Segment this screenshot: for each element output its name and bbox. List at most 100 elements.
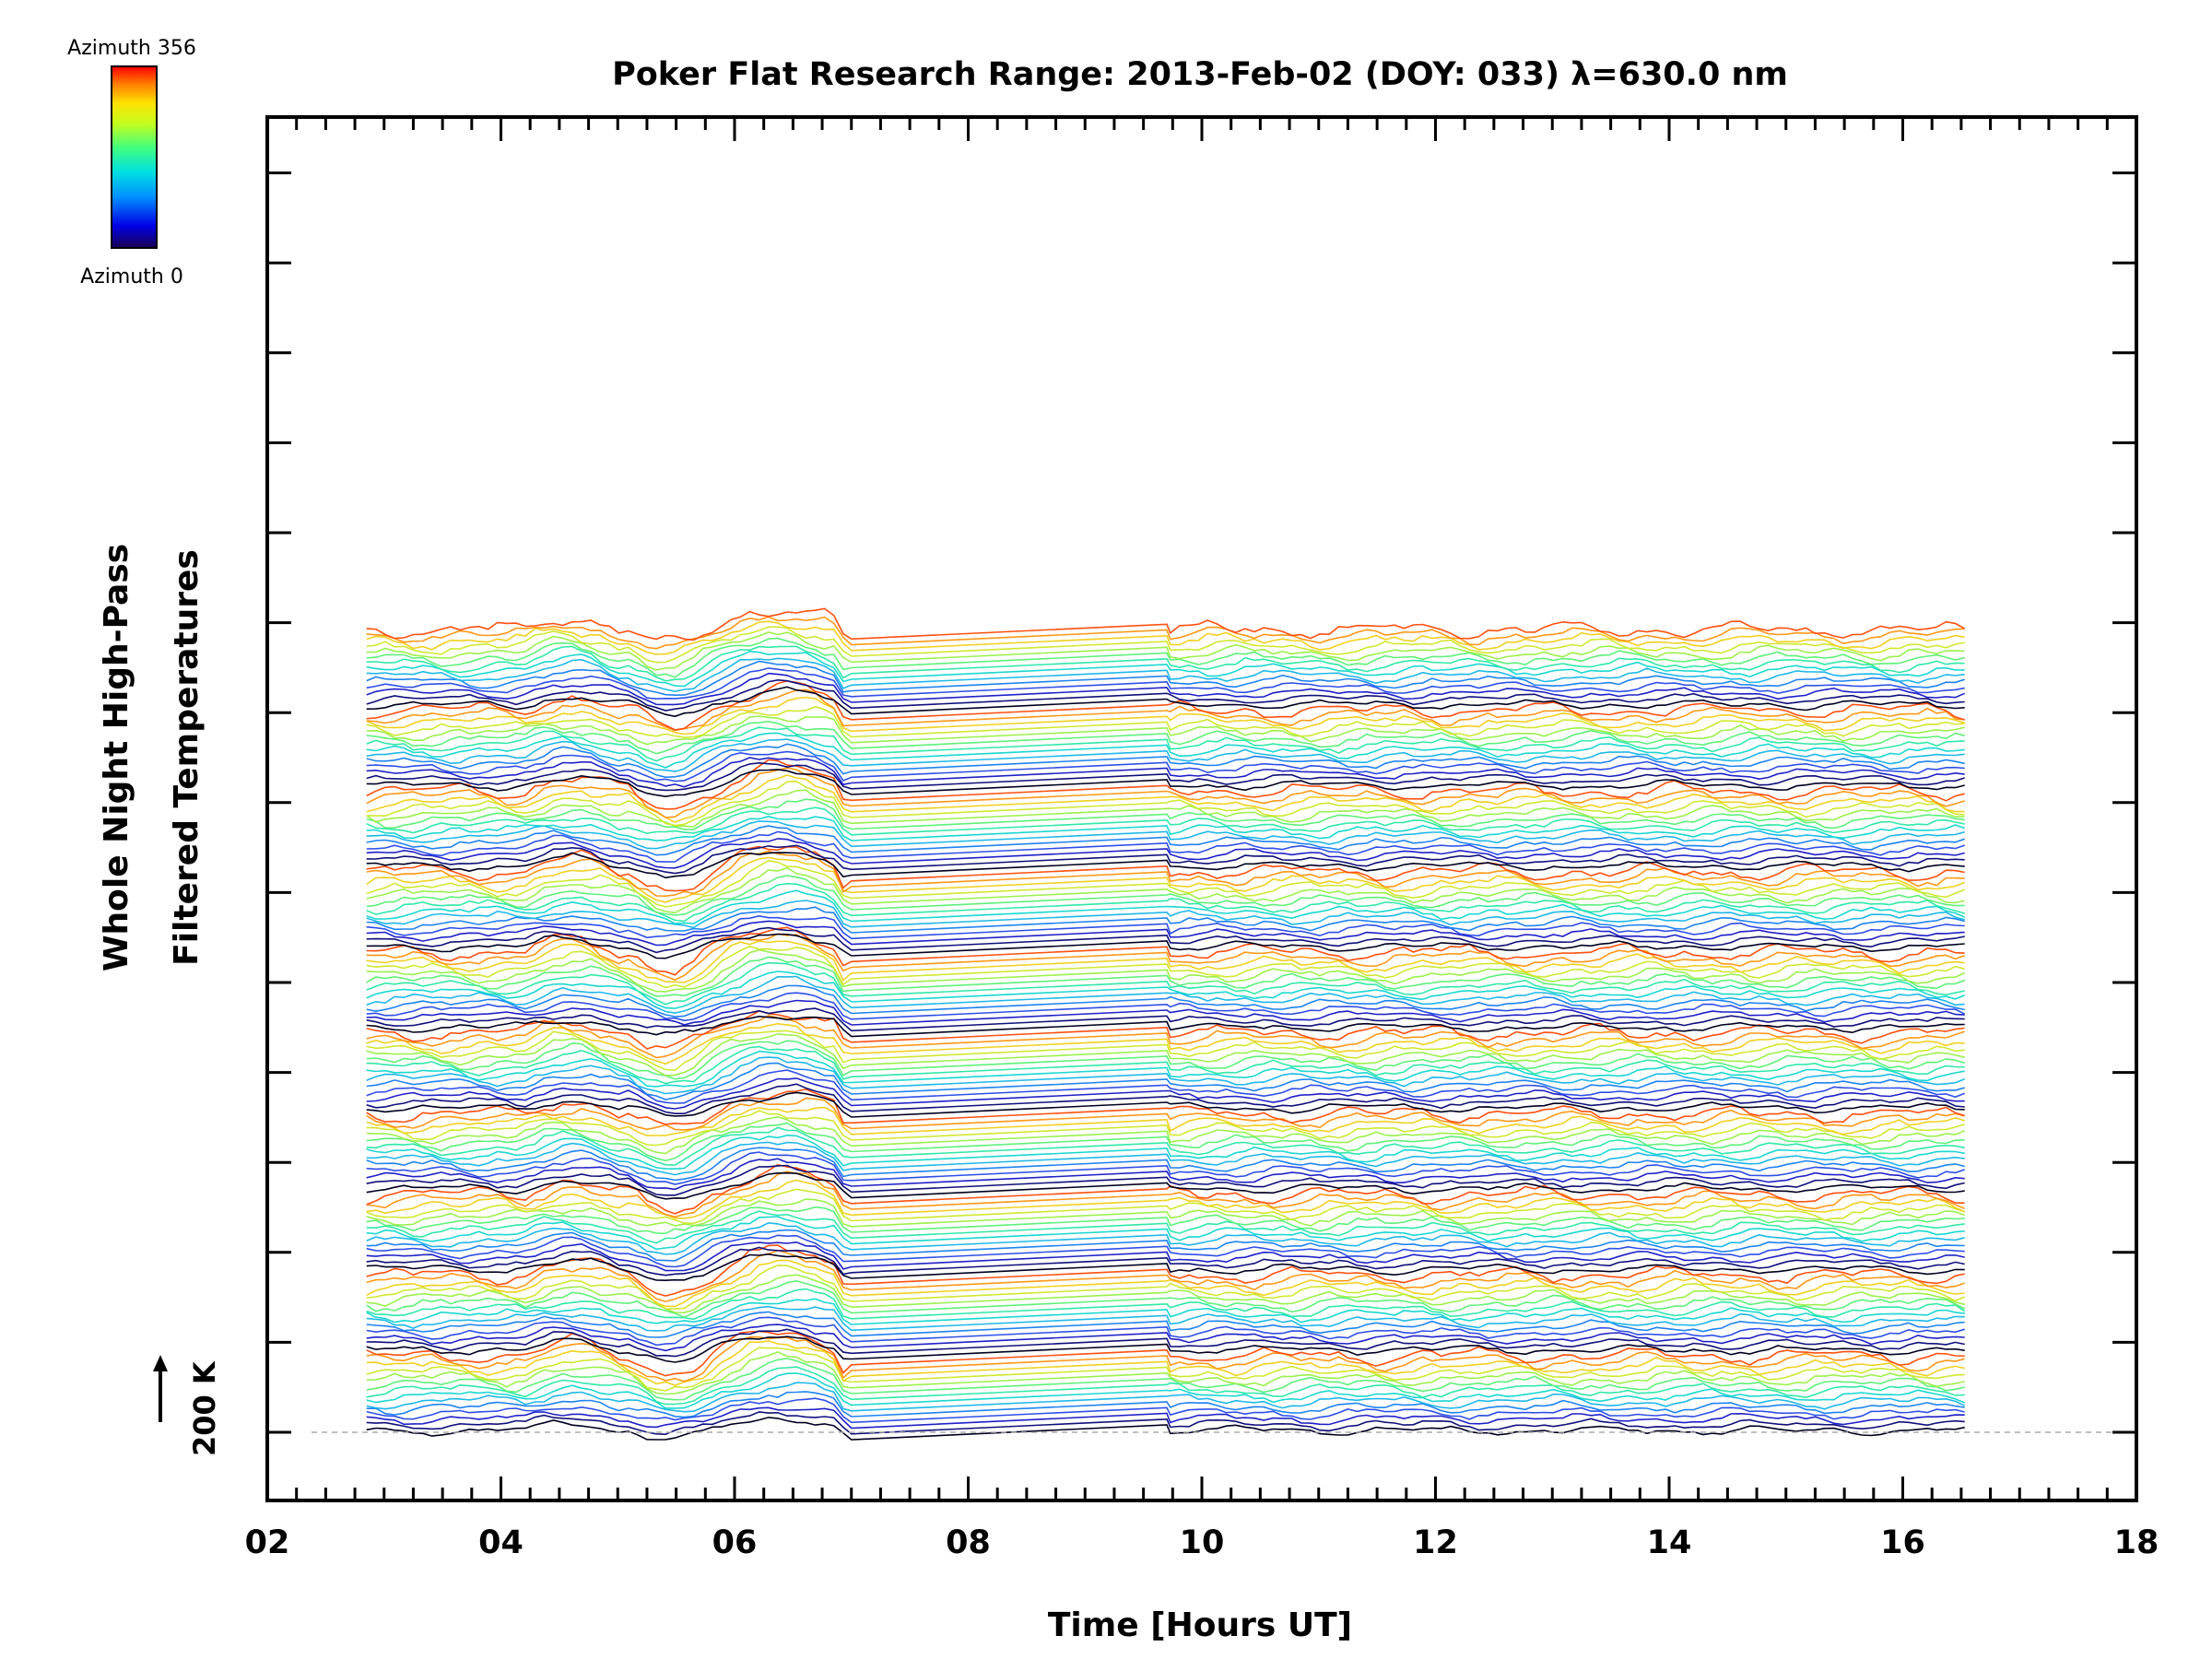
series-line [366,680,1965,731]
series-line [366,1372,1965,1409]
series-line [366,1411,1965,1436]
series-line [366,672,1966,706]
series-line [366,1351,1965,1395]
series-line [366,1324,1965,1352]
chart-title: Poker Flat Research Range: 2013-Feb-02 (… [612,56,1788,93]
series-line [366,607,1966,641]
series-line [366,657,1965,693]
series-line [366,667,1965,700]
series-line [366,971,1966,1009]
series-line [366,1077,1965,1110]
series-line [366,1279,1966,1319]
series-line [366,946,1965,989]
series-line [366,626,1965,664]
series-line [366,1179,1966,1219]
series-line [366,806,1965,836]
series-line [366,660,1965,697]
series-line [366,856,1966,903]
series-line [366,720,1965,755]
series-line [366,1229,1965,1262]
scale-bar [153,1355,168,1422]
series-line [366,882,1965,923]
colorbar-bottom-label: Azimuth 0 [80,265,183,288]
series-line [366,889,1966,924]
series-line [366,1210,1965,1244]
series-line [366,767,1965,818]
series-line [366,1340,1965,1386]
x-tick-label: 18 [2114,1524,2159,1561]
series-line [366,956,1965,997]
series-line [366,875,1965,916]
colorbar [111,65,158,249]
series-line [366,1288,1966,1321]
series-line [366,820,1965,850]
series-line [366,1382,1966,1413]
series-line [366,1097,1965,1131]
series-line [366,1147,1965,1182]
series-line [366,789,1965,829]
series-line [366,678,1965,712]
series-line [366,926,1965,954]
series-line [366,1274,1965,1314]
series-line [366,759,1965,810]
series-line [366,906,1965,934]
series-line [366,1091,1965,1118]
x-tick-label: 16 [1880,1524,1925,1561]
series-line [366,1164,1965,1196]
series-line [366,984,1965,1018]
series-line [366,631,1965,671]
series-line [366,1040,1965,1080]
series-line [366,715,1965,746]
series-line [366,1316,1965,1347]
series-line [366,961,1965,1006]
series-line [366,688,1965,732]
series-line [366,1234,1965,1268]
series-line [366,1069,1965,1104]
series-line [366,1305,1965,1332]
x-tick-label: 06 [712,1524,758,1561]
series-line [366,650,1965,688]
series-line [366,1397,1965,1424]
series-group [366,607,1966,1441]
series-line [366,1366,1965,1406]
series-line [366,1335,1965,1363]
series-line [366,774,1965,823]
series-line [366,769,1965,798]
series-line [366,1171,1965,1218]
x-tick-label: 10 [1180,1524,1225,1561]
series-line [366,860,1966,908]
x-tick-label: 08 [946,1524,991,1561]
series-line [366,1241,1965,1272]
series-line [366,1015,1965,1038]
series-line [366,948,1966,993]
scale-bar-label: 200 K [187,1360,222,1456]
series-line [366,1259,1965,1308]
series-line [366,1163,1965,1215]
series-line [366,645,1965,682]
axis-ticks [265,117,2138,1500]
y-axis-label-line2: Filtered Temperatures [168,549,206,966]
series-line [366,1221,1965,1255]
series-line [366,845,1965,892]
series-line [366,1015,1965,1059]
series-line [366,1056,1965,1095]
y-axis-label-line1: Whole Night High-Pass [98,544,135,971]
series-line [366,1141,1965,1176]
x-tick-label: 04 [478,1524,524,1561]
series-line [366,933,1965,981]
series-line [366,1206,1965,1235]
series-line [366,1406,1965,1430]
series-line [366,1391,1965,1418]
series-line [366,1083,1965,1114]
series-line [366,1417,1965,1441]
series-line [366,940,1965,983]
x-tick-label: 02 [245,1524,290,1561]
colorbar-top-label: Azimuth 356 [67,37,196,60]
series-line [366,852,1965,879]
series-line [366,1188,1965,1225]
series-line [366,1122,1965,1162]
series-line [366,616,1965,650]
series-line [366,1106,1965,1136]
series-line [366,1007,1965,1032]
